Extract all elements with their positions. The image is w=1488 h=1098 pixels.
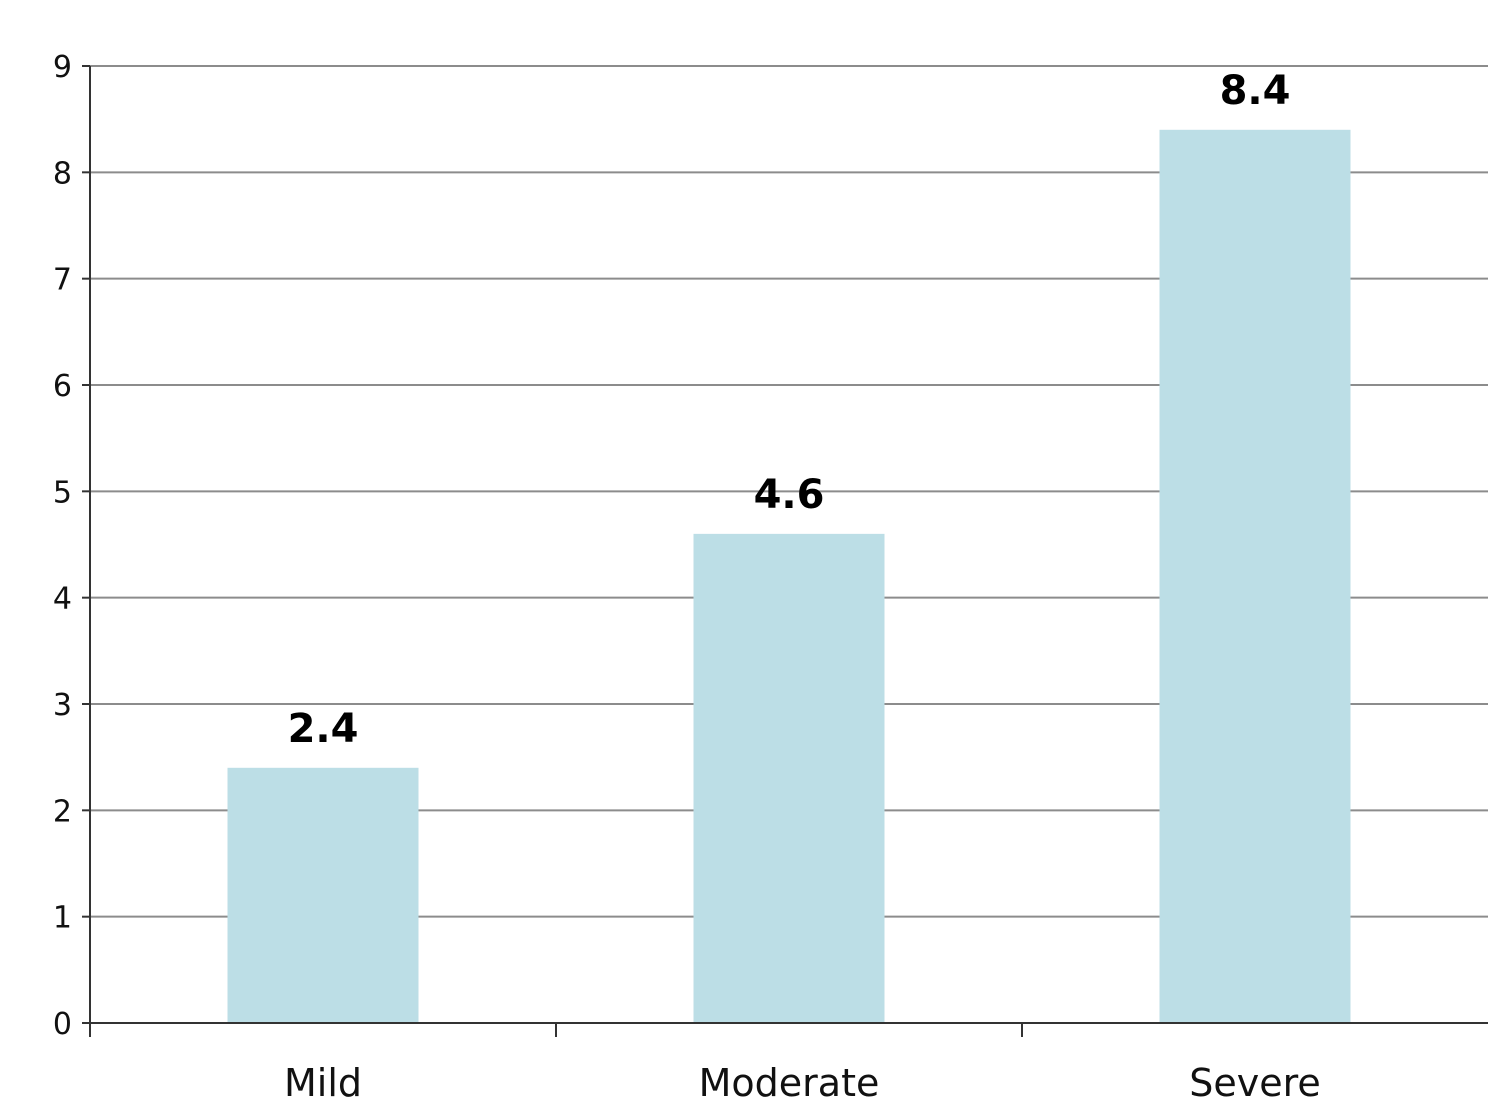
y-tick-label: 7 (53, 263, 72, 298)
x-category-label-severe: Severe (1189, 1061, 1321, 1098)
label-layer: 0 1 2 3 4 5 6 7 8 9 2.4 Mild 4.6 Moderate 8.4 Severe (53, 50, 1321, 1098)
y-tick-label: 3 (53, 688, 72, 723)
y-tick-label: 2 (53, 794, 72, 829)
y-tick-label: 1 (53, 901, 72, 936)
x-category-label-mild: Mild (284, 1061, 362, 1098)
bar-severe (1159, 129, 1351, 1024)
data-label-moderate: 4.6 (754, 472, 825, 518)
y-tick-label: 9 (53, 50, 72, 85)
bar-mild (227, 767, 419, 1023)
axis-layer (82, 65, 1488, 1037)
data-label-severe: 8.4 (1220, 68, 1291, 114)
y-tick-label: 0 (53, 1007, 72, 1042)
x-category-label-moderate: Moderate (699, 1061, 880, 1098)
y-tick-label: 5 (53, 475, 72, 510)
y-tick-label: 6 (53, 369, 72, 404)
data-label-mild: 2.4 (288, 706, 359, 752)
y-tick-label: 8 (53, 156, 72, 191)
y-tick-label: 4 (53, 582, 72, 617)
bar-moderate (693, 533, 885, 1023)
bar-layer (227, 129, 1351, 1024)
